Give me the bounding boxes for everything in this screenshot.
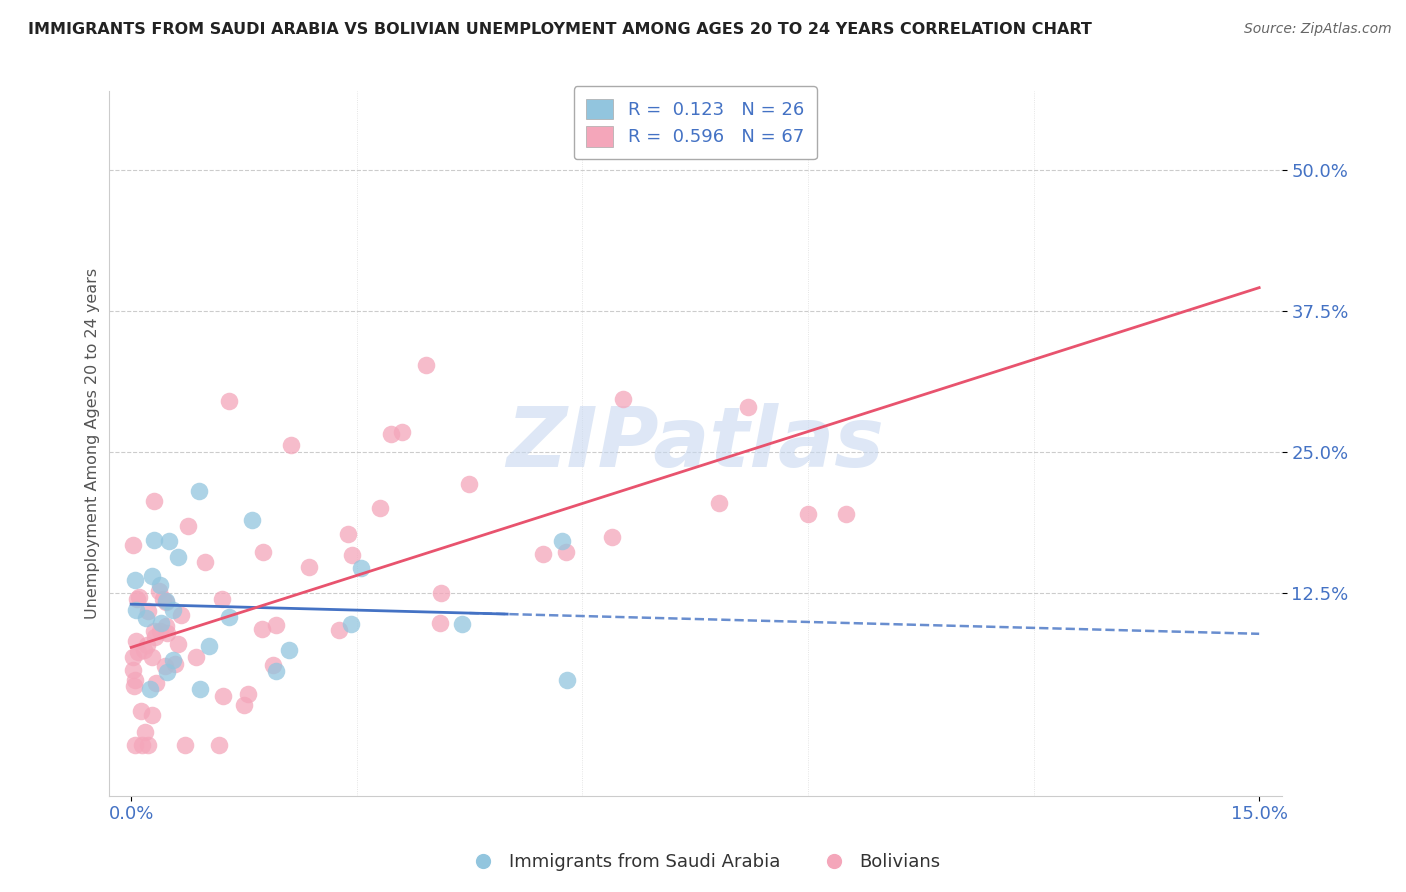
Point xyxy=(368,500,391,515)
Legend: R =  0.123   N = 26, R =  0.596   N = 67: R = 0.123 N = 26, R = 0.596 N = 67 xyxy=(574,86,817,160)
Point xyxy=(451,616,474,631)
Point xyxy=(125,592,148,607)
Point xyxy=(298,559,321,574)
Legend: Immigrants from Saudi Arabia, Bolivians: Immigrants from Saudi Arabia, Bolivians xyxy=(458,847,948,879)
Point xyxy=(155,595,177,609)
Point xyxy=(142,493,165,508)
Point xyxy=(166,549,188,564)
Point xyxy=(380,426,402,441)
Point xyxy=(264,618,287,632)
Point xyxy=(236,687,259,701)
Point xyxy=(232,698,254,712)
Point xyxy=(531,547,554,561)
Point xyxy=(136,738,159,752)
Point xyxy=(135,611,157,625)
Point xyxy=(612,392,634,406)
Point xyxy=(350,560,373,574)
Point xyxy=(550,534,572,549)
Point xyxy=(124,738,146,752)
Point xyxy=(145,676,167,690)
Point xyxy=(218,394,240,409)
Point xyxy=(211,591,233,606)
Point xyxy=(124,673,146,687)
Point xyxy=(188,681,211,696)
Point xyxy=(737,400,759,414)
Point xyxy=(131,738,153,752)
Point xyxy=(797,507,820,521)
Point xyxy=(218,610,240,624)
Point xyxy=(240,512,263,526)
Point xyxy=(415,358,437,372)
Point xyxy=(124,574,146,588)
Point xyxy=(152,591,174,606)
Point xyxy=(148,584,170,599)
Point xyxy=(166,637,188,651)
Point xyxy=(194,555,217,569)
Y-axis label: Unemployment Among Ages 20 to 24 years: Unemployment Among Ages 20 to 24 years xyxy=(86,268,100,619)
Point xyxy=(139,681,162,696)
Point xyxy=(430,586,453,600)
Point xyxy=(156,626,179,640)
Point xyxy=(134,642,156,657)
Point xyxy=(165,657,187,671)
Point xyxy=(391,425,413,439)
Point xyxy=(141,708,163,723)
Point xyxy=(155,619,177,633)
Point xyxy=(252,545,274,559)
Point xyxy=(162,603,184,617)
Point xyxy=(156,665,179,679)
Point xyxy=(149,624,172,638)
Point xyxy=(150,616,173,631)
Point xyxy=(134,725,156,739)
Point xyxy=(208,738,231,752)
Point xyxy=(128,590,150,604)
Point xyxy=(177,519,200,533)
Point xyxy=(125,603,148,617)
Point xyxy=(127,645,149,659)
Point xyxy=(187,484,209,499)
Text: IMMIGRANTS FROM SAUDI ARABIA VS BOLIVIAN UNEMPLOYMENT AMONG AGES 20 TO 24 YEARS : IMMIGRANTS FROM SAUDI ARABIA VS BOLIVIAN… xyxy=(28,22,1092,37)
Point xyxy=(262,658,284,673)
Point xyxy=(264,665,287,679)
Point xyxy=(125,634,148,648)
Text: Source: ZipAtlas.com: Source: ZipAtlas.com xyxy=(1244,22,1392,37)
Point xyxy=(169,607,191,622)
Point xyxy=(155,658,177,673)
Point xyxy=(122,679,145,693)
Point xyxy=(280,438,302,452)
Point xyxy=(162,653,184,667)
Point xyxy=(429,616,451,631)
Point xyxy=(141,649,163,664)
Point xyxy=(149,577,172,591)
Point xyxy=(143,630,166,644)
Point xyxy=(555,545,578,559)
Point xyxy=(173,738,195,752)
Point xyxy=(122,537,145,551)
Point xyxy=(136,604,159,618)
Point xyxy=(557,673,579,688)
Point xyxy=(122,663,145,677)
Point xyxy=(336,527,359,541)
Point xyxy=(211,690,233,704)
Point xyxy=(834,507,856,521)
Text: ZIPatlas: ZIPatlas xyxy=(506,403,884,484)
Point xyxy=(141,569,163,583)
Point xyxy=(136,638,159,652)
Point xyxy=(328,623,350,637)
Point xyxy=(709,496,731,510)
Point xyxy=(197,639,219,653)
Point xyxy=(184,649,207,664)
Point xyxy=(600,530,623,544)
Point xyxy=(340,548,363,562)
Point xyxy=(250,622,273,636)
Point xyxy=(340,617,363,632)
Point xyxy=(142,533,165,547)
Point xyxy=(458,476,481,491)
Point xyxy=(122,650,145,665)
Point xyxy=(155,593,177,607)
Point xyxy=(143,624,166,638)
Point xyxy=(129,704,152,718)
Point xyxy=(278,643,301,657)
Point xyxy=(157,534,180,549)
